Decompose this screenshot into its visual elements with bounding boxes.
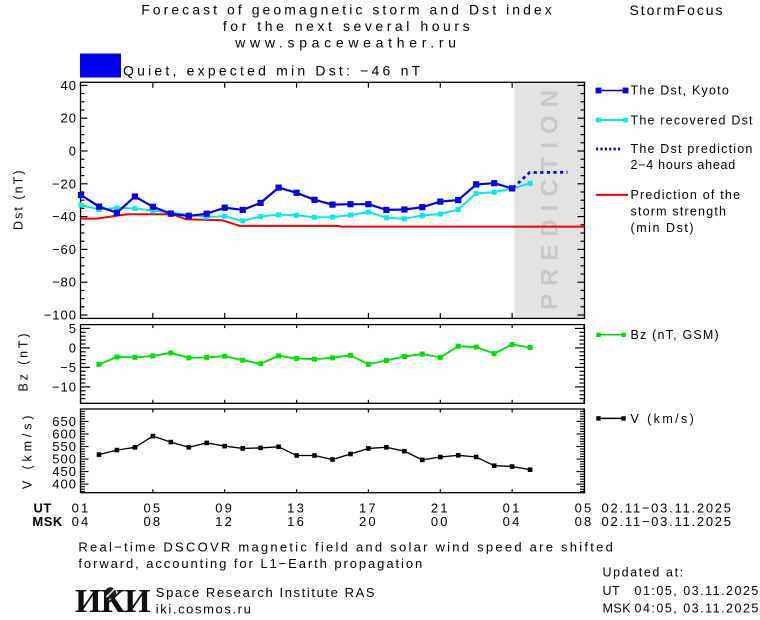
svg-text:−60: −60 xyxy=(52,242,77,257)
svg-text:08: 08 xyxy=(575,514,594,529)
svg-text:−100: −100 xyxy=(44,308,77,323)
svg-text:04: 04 xyxy=(72,514,91,529)
svg-text:13: 13 xyxy=(287,501,306,516)
svg-text:StormFocus: StormFocus xyxy=(630,2,725,18)
svg-text:650: 650 xyxy=(52,414,77,429)
svg-text:08: 08 xyxy=(143,514,162,529)
svg-text:450: 450 xyxy=(52,464,77,479)
svg-text:(min Dst): (min Dst) xyxy=(631,221,696,235)
svg-text:05: 05 xyxy=(575,501,594,516)
svg-text:Quiet, expected min Dst: −46 n: Quiet, expected min Dst: −46 nT xyxy=(123,63,423,79)
svg-text:Bz (nT): Bz (nT) xyxy=(17,331,31,392)
svg-text:16: 16 xyxy=(287,514,306,529)
svg-text:01: 01 xyxy=(72,501,91,516)
svg-text:5: 5 xyxy=(69,321,77,336)
svg-text:02.11−03.11.2025: 02.11−03.11.2025 xyxy=(602,514,733,529)
svg-text:17: 17 xyxy=(359,501,378,516)
svg-text:02.11−03.11.2025: 02.11−03.11.2025 xyxy=(602,501,733,516)
svg-text:12: 12 xyxy=(215,514,234,529)
svg-text:0: 0 xyxy=(69,144,77,159)
svg-text:20: 20 xyxy=(359,514,378,529)
svg-text:The recovered Dst: The recovered Dst xyxy=(631,113,754,127)
svg-text:Updated at:: Updated at: xyxy=(603,566,685,580)
svg-text:for the next several hours: for the next several hours xyxy=(223,18,473,34)
svg-text:UT: UT xyxy=(603,584,621,598)
svg-text:2−4 hours ahead: 2−4 hours ahead xyxy=(631,158,736,172)
svg-text:The Dst prediction: The Dst prediction xyxy=(631,142,754,156)
svg-text:Space Research Institute RAS: Space Research Institute RAS xyxy=(156,585,376,600)
svg-text:20: 20 xyxy=(61,111,77,126)
svg-text:Prediction of the: Prediction of the xyxy=(631,188,742,202)
svg-text:Real−time DSCOVR magnetic fiel: Real−time DSCOVR magnetic field and sola… xyxy=(78,540,615,555)
svg-text:−20: −20 xyxy=(52,176,77,191)
svg-text:00: 00 xyxy=(431,514,450,529)
svg-text:−5: −5 xyxy=(60,360,77,375)
svg-text:01:05, 03.11.2025: 01:05, 03.11.2025 xyxy=(635,584,760,598)
svg-text:−40: −40 xyxy=(52,209,77,224)
svg-text:MSK: MSK xyxy=(603,602,632,616)
svg-text:storm strength: storm strength xyxy=(631,205,728,219)
svg-text:V (km/s): V (km/s) xyxy=(21,412,35,489)
svg-text:40: 40 xyxy=(61,78,77,93)
svg-text:−80: −80 xyxy=(52,275,77,290)
svg-text:MSK: MSK xyxy=(32,514,63,529)
svg-text:PREDICTION: PREDICTION xyxy=(537,82,564,310)
svg-text:V (km/s): V (km/s) xyxy=(631,412,697,426)
svg-text:09: 09 xyxy=(215,501,234,516)
svg-text:UT: UT xyxy=(34,501,52,516)
svg-text:Dst (nT): Dst (nT) xyxy=(12,168,26,230)
svg-text:600: 600 xyxy=(52,426,77,441)
svg-text:iki.cosmos.ru: iki.cosmos.ru xyxy=(156,602,253,617)
svg-text:500: 500 xyxy=(52,452,77,467)
svg-text:01: 01 xyxy=(503,501,522,516)
svg-text:05: 05 xyxy=(143,501,162,516)
svg-text:400: 400 xyxy=(52,477,77,492)
svg-text:Forecast of geomagnetic storm: Forecast of geomagnetic storm and Dst in… xyxy=(141,2,555,18)
svg-text:0: 0 xyxy=(69,340,77,355)
svg-text:21: 21 xyxy=(431,501,450,516)
svg-text:04: 04 xyxy=(503,514,522,529)
svg-text:forward, accounting for L1−Ear: forward, accounting for L1−Earth propaga… xyxy=(78,556,424,571)
svg-text:The Dst, Kyoto: The Dst, Kyoto xyxy=(631,84,730,98)
svg-text:04:05, 03.11.2025: 04:05, 03.11.2025 xyxy=(635,602,760,616)
svg-text:www.spaceweather.ru: www.spaceweather.ru xyxy=(234,35,460,51)
svg-text:Bz (nT, GSM): Bz (nT, GSM) xyxy=(631,328,720,342)
svg-text:−10: −10 xyxy=(52,379,77,394)
svg-text:550: 550 xyxy=(52,439,77,454)
